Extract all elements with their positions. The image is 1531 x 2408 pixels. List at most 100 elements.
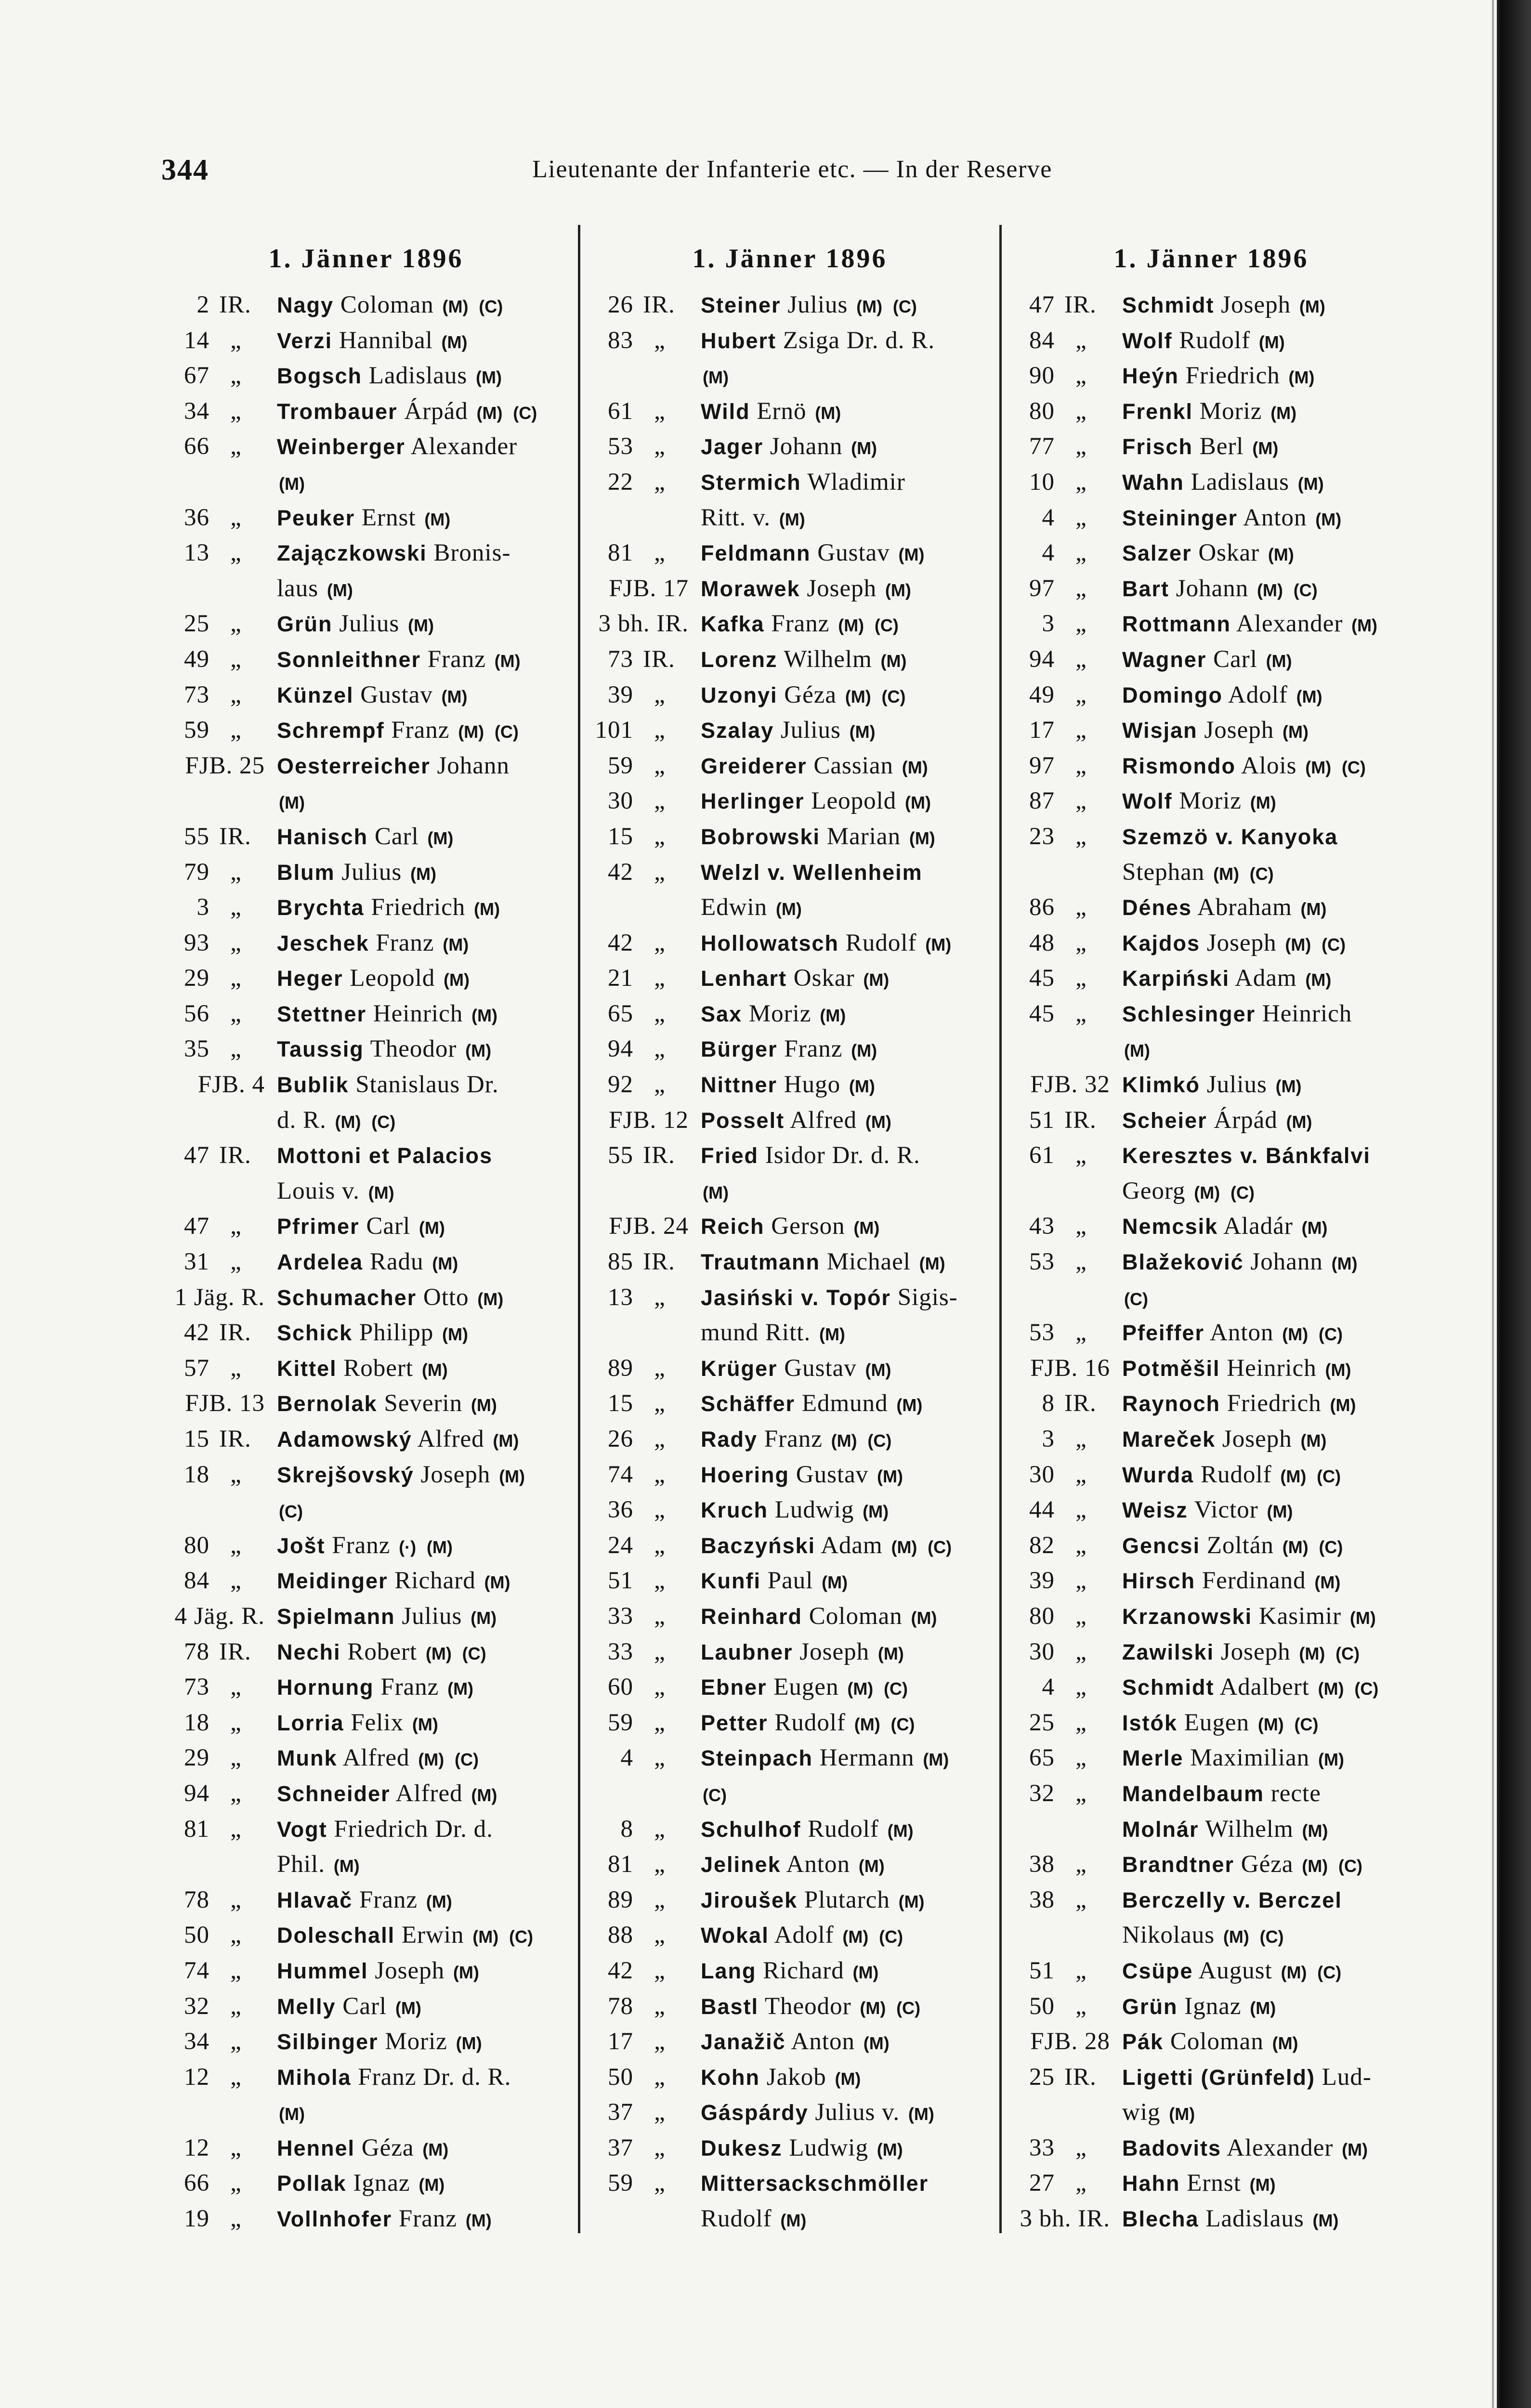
entry-continuation: Nikolaus (M) (C) xyxy=(1004,1918,1428,1953)
ditto-mark: „ xyxy=(230,1213,242,1240)
entry-line: FJB. 32 Klimkó Julius (M) xyxy=(1004,1067,1428,1103)
regiment-number: 3 xyxy=(1042,610,1055,638)
circled-m-icon: (M) xyxy=(780,2211,807,2231)
entry-line: 45 „ Schlesinger Heinrich xyxy=(1004,996,1428,1032)
regiment-number: 15 xyxy=(608,823,633,850)
column-3-heading: 1. Jänner 1896 xyxy=(1113,244,1309,274)
surname: Lang xyxy=(701,1958,757,1983)
entry-name: Kajdos Joseph (M) (C) xyxy=(1122,926,1348,963)
surname: Kittel xyxy=(277,1356,337,1381)
surname: Jasiński v. Topór xyxy=(701,1285,891,1310)
given-name: Richard (M) xyxy=(394,1567,510,1595)
circled-c-icon: (C) xyxy=(879,1927,903,1947)
entry-name: Schneider Alfred (M) xyxy=(277,1776,499,1813)
entry-name: Frisch Berl (M) xyxy=(1122,429,1280,466)
surname: Raynoch xyxy=(1122,1391,1221,1416)
regiment-number: 56 xyxy=(184,1000,209,1027)
entry-name: Ardelea Radu (M) xyxy=(277,1244,460,1282)
circled-m-icon: (M) xyxy=(333,1856,360,1876)
circled-m-icon: (M) xyxy=(703,1182,729,1203)
list-entry: 51 „ Kunfi Paul (M) xyxy=(583,1563,1007,1599)
regiment-number: 66 xyxy=(184,2170,209,2197)
entry-line: 51 IR. Scheier Árpád (M) xyxy=(1004,1103,1428,1139)
list-entry: 14 „ Verzi Hannibal (M) xyxy=(159,323,583,359)
regiment-label: FJB. 4 xyxy=(197,1071,265,1099)
given-name: Alfred (M) xyxy=(417,1426,519,1453)
regiment-number: 78 xyxy=(608,1992,633,2020)
circled-m-icon: (M) xyxy=(1312,2211,1339,2231)
entry-line: 4 „ Schmidt Adalbert (M) (C) xyxy=(1004,1670,1428,1705)
entry-name: Künzel Gustav (M) xyxy=(277,678,469,715)
entry-line: 78 „ Bastl Theodor (M) (C) xyxy=(583,1989,1007,2025)
entry-continuation: d. R. (M) (C) xyxy=(159,1103,583,1139)
given-name: Oskar (M) xyxy=(793,965,890,992)
entry-line: 39 „ Hirsch Ferdinand (M) xyxy=(1004,1563,1428,1599)
regiment-number: 81 xyxy=(608,539,633,567)
list-entry: 81 „ Vogt Friedrich Dr. d. Phil. (M) xyxy=(159,1812,583,1883)
regiment-number: 4 xyxy=(1042,504,1055,531)
list-entry: 59 „ Mittersackschmöller Rudolf (M) xyxy=(583,2166,1007,2237)
ditto-mark: „ xyxy=(654,1496,666,1524)
surname: Schmidt xyxy=(1122,293,1215,317)
surname: Zajączkowski xyxy=(277,541,427,566)
given-name: Franz (M) xyxy=(427,645,521,673)
surname: Künzel xyxy=(277,682,354,707)
regiment-label: 1 Jäg. R. xyxy=(174,1283,265,1311)
ditto-mark: „ xyxy=(230,1000,242,1027)
circled-m-icon: (M) xyxy=(1299,1643,1325,1663)
list-entry: 59 „ Petter Rudolf (M) (C) xyxy=(583,1705,1007,1741)
circled-c-icon: (C) xyxy=(479,297,503,316)
circled-m-icon: (M) xyxy=(887,1820,914,1841)
ditto-mark: „ xyxy=(654,433,666,460)
entry-name: Dukesz Ludwig (M) xyxy=(701,2131,905,2168)
surname: Rottmann xyxy=(1122,612,1231,637)
surname: Kunfi xyxy=(701,1569,761,1594)
circled-m-icon: (M) xyxy=(877,1643,904,1663)
list-entry: 4 „ Steininger Anton (M) xyxy=(1004,500,1428,536)
entry-name: Lorenz Wilhelm (M) xyxy=(701,642,909,679)
ditto-mark: „ xyxy=(230,717,242,744)
entry-line: 24 „ Baczyński Adam (M) (C) xyxy=(583,1528,1007,1564)
entry-line: 66 „ Weinberger Alexander xyxy=(159,429,583,465)
entry-name: Stermich Wladimir xyxy=(701,465,905,500)
entry-name: Jelinek Anton (M) xyxy=(701,1847,887,1884)
list-entry: 59 „ Greiderer Cassian (M) xyxy=(583,748,1007,784)
list-entry: 31 „ Ardelea Radu (M) xyxy=(159,1244,583,1280)
ditto-mark: „ xyxy=(654,1071,666,1099)
ditto-mark: „ xyxy=(654,468,666,496)
surname: Hornung xyxy=(277,1675,374,1700)
regiment-label: 4 Jäg. R. xyxy=(174,1602,265,1630)
list-entry: 3 bh. IR. Kafka Franz (M) (C) xyxy=(583,606,1007,642)
circled-m-icon: (M) xyxy=(858,1856,885,1876)
entry-line: 4 Jäg. R. Spielmann Julius (M) xyxy=(159,1599,583,1635)
ditto-mark: „ xyxy=(654,1638,666,1665)
entry-line: 73 „ Hornung Franz (M) xyxy=(159,1670,583,1705)
surname: Nittner xyxy=(701,1073,777,1098)
ditto-mark: „ xyxy=(230,2063,242,2091)
entry-line: 94 „ Wagner Carl (M) xyxy=(1004,642,1428,678)
circled-m-icon: (M) xyxy=(849,722,876,742)
list-entry: 53 „ Pfeiffer Anton (M) (C) xyxy=(1004,1315,1428,1351)
regiment-number: 55 xyxy=(608,1142,633,1169)
regiment-number: 57 xyxy=(184,1354,209,1382)
regiment-type: IR. xyxy=(1064,291,1097,318)
entry-line: FJB. 12 Posselt Alfred (M) xyxy=(583,1103,1007,1139)
list-entry: 53 „ Blažeković Johann (M) (C) xyxy=(1004,1244,1428,1315)
circled-m-icon: (M) xyxy=(849,1076,875,1097)
circled-c-icon: (C) xyxy=(892,297,917,316)
circled-m-icon: (M) xyxy=(1252,438,1279,458)
ditto-mark: „ xyxy=(230,1815,242,1843)
surname: Melly xyxy=(277,1994,336,2019)
entry-name: Bogsch Ladislaus (M) xyxy=(277,358,504,395)
entry-name: Pfrimer Carl (M) xyxy=(277,1209,447,1246)
surname: Blecha xyxy=(1122,2207,1199,2232)
ditto-mark: „ xyxy=(1075,1000,1087,1027)
circled-m-icon: (M) xyxy=(815,403,841,423)
circled-m-icon: (M) xyxy=(1285,934,1311,955)
given-name: Ernst (M) xyxy=(361,504,451,531)
ditto-mark: „ xyxy=(654,1354,666,1382)
circled-m-icon: (M) xyxy=(905,793,931,813)
list-entry: 74 „ Hoering Gustav (M) xyxy=(583,1457,1007,1493)
regiment-number: 33 xyxy=(608,1638,633,1665)
circled-m-icon: (M) xyxy=(1297,473,1324,494)
